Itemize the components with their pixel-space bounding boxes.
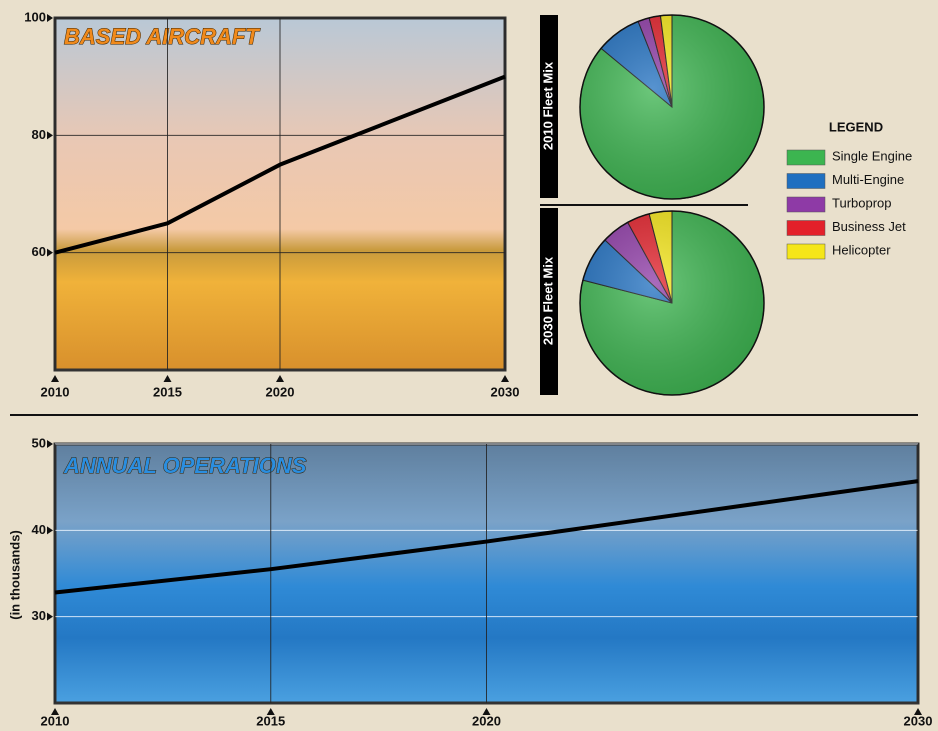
legend-swatch	[786, 173, 826, 189]
legend-title: LEGEND	[829, 119, 883, 134]
tick-mark	[51, 375, 59, 382]
y-tick-label: 50	[32, 435, 46, 450]
chart-title: ANNUAL OPERATIONS	[63, 453, 307, 478]
label-bar	[540, 15, 558, 198]
chart-title: BASED AIRCRAFT	[64, 24, 260, 49]
x-tick-label: 2010	[41, 384, 70, 399]
data-line	[54, 74, 506, 255]
tick-mark	[266, 708, 275, 715]
x-tick-label: 2015	[256, 713, 285, 728]
y-tick-label: 30	[32, 608, 46, 623]
tick-mark	[47, 248, 53, 257]
y-tick-label: 80	[32, 127, 46, 142]
tick-mark	[47, 440, 53, 448]
data-line	[54, 479, 919, 595]
tick-mark	[163, 375, 172, 382]
y-tick-label: 60	[32, 244, 46, 259]
legend-label: Business Jet	[832, 219, 906, 234]
legend-label: Single Engine	[832, 148, 912, 163]
tick-mark	[501, 375, 509, 382]
legend-label: Turboprop	[832, 195, 892, 210]
label-bar	[540, 208, 558, 395]
x-tick-label: 2020	[472, 713, 501, 728]
pie-shading	[579, 210, 765, 396]
pie-title: 2010 Fleet Mix	[540, 61, 555, 150]
legend-label: Multi-Engine	[832, 172, 904, 187]
x-tick-label: 2030	[904, 713, 933, 728]
tick-mark	[914, 708, 922, 715]
x-tick-label: 2015	[153, 384, 182, 399]
x-tick-label: 2010	[41, 713, 70, 728]
y-tick-label: 40	[32, 522, 46, 537]
tick-mark	[276, 375, 284, 382]
x-tick-label: 2020	[266, 384, 295, 399]
tick-mark	[482, 708, 491, 715]
tick-mark	[47, 612, 53, 621]
legend-label: Helicopter	[832, 242, 891, 257]
tick-mark	[47, 526, 53, 535]
legend-swatch	[786, 196, 826, 213]
legend-swatch	[786, 243, 826, 260]
legend-swatch	[786, 149, 826, 166]
y-axis-label: (in thousands)	[7, 530, 22, 620]
pie-title: 2030 Fleet Mix	[540, 256, 555, 345]
x-tick-label: 2030	[491, 384, 520, 399]
tick-mark	[47, 14, 53, 22]
pie-shading	[579, 14, 765, 200]
y-tick-label: 100	[24, 9, 46, 24]
tick-mark	[47, 131, 53, 140]
tick-mark	[51, 708, 59, 715]
legend-swatch	[786, 220, 826, 236]
